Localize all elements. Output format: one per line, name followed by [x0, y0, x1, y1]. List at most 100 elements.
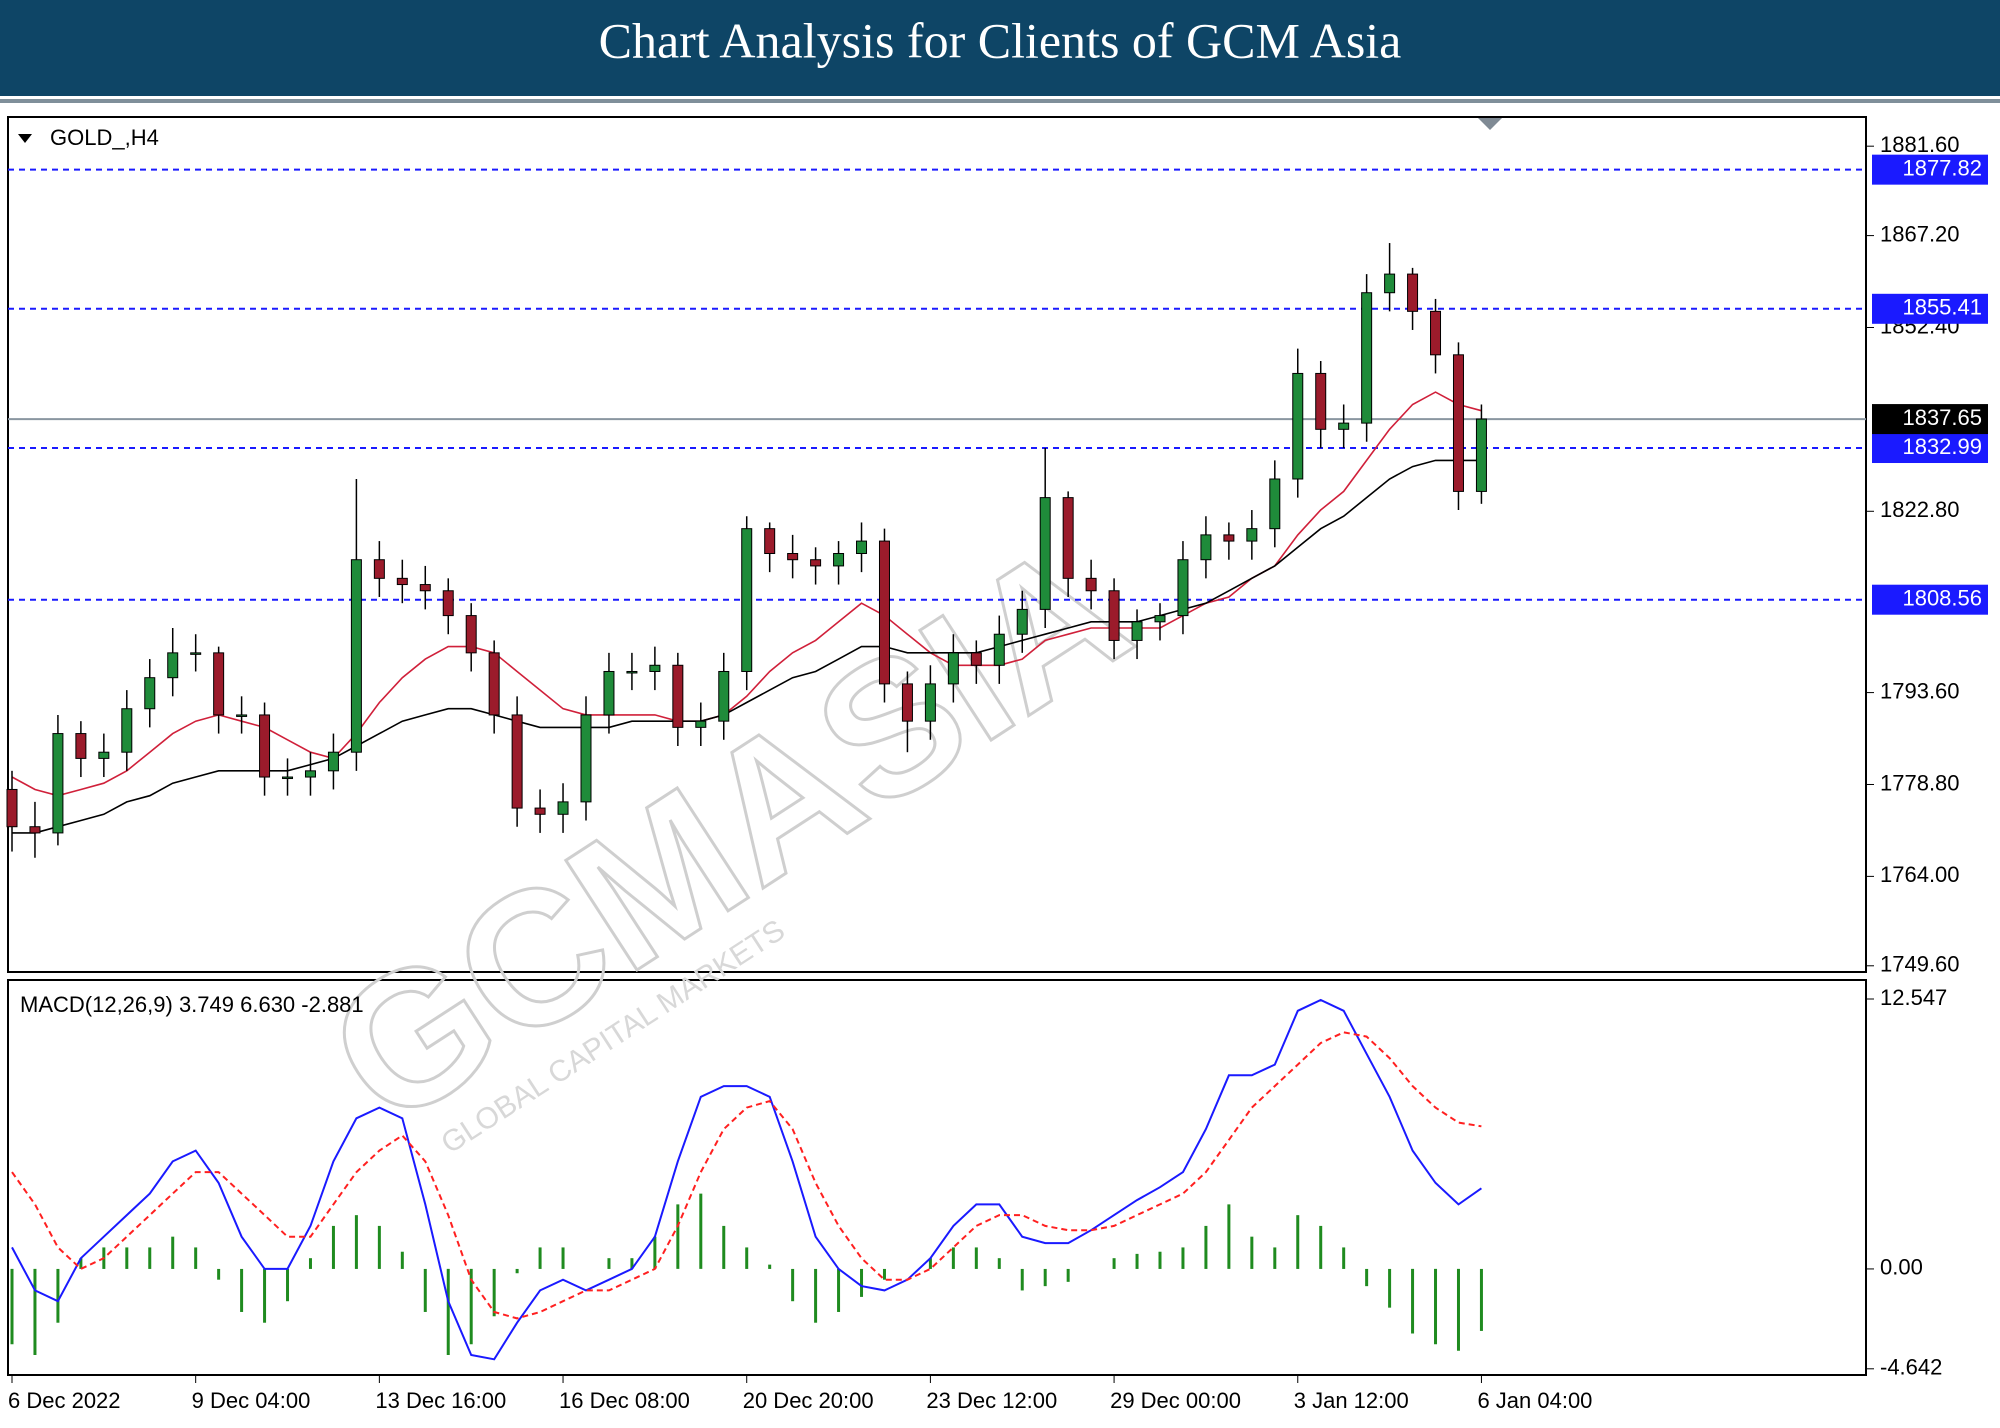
header-rule	[0, 99, 2000, 103]
moving-average	[12, 459, 1482, 834]
candle-body	[878, 540, 890, 685]
candle-body	[1407, 273, 1419, 312]
candle-body	[236, 714, 248, 717]
candle-body	[993, 633, 1005, 666]
candle-body	[29, 826, 41, 834]
candle-body	[259, 714, 271, 778]
candle-body	[350, 559, 362, 753]
macd-line	[11, 998, 1482, 1361]
candle-body	[626, 670, 638, 674]
macd-title: MACD(12,26,9) 3.749 6.630 -2.881	[20, 992, 364, 1017]
x-tick-label: 29 Dec 00:00	[1110, 1388, 1241, 1413]
y-tick-label: 1749.60	[1880, 952, 1960, 977]
current-price-badge	[1872, 404, 1988, 435]
x-tick-label: 9 Dec 04:00	[192, 1388, 311, 1413]
candle-body	[1177, 559, 1189, 617]
candle-body	[419, 584, 431, 592]
level-badge	[1872, 433, 1988, 464]
x-tick-label: 23 Dec 12:00	[926, 1388, 1057, 1413]
candle-body	[1085, 577, 1097, 592]
candle-body	[580, 714, 592, 803]
candle-body	[947, 652, 959, 685]
candle-body	[373, 559, 385, 579]
candle-body	[1315, 372, 1327, 430]
candle-body	[1246, 528, 1258, 542]
candle-body	[1430, 310, 1442, 356]
price-panel	[7, 116, 1867, 973]
x-tick-label: 16 Dec 08:00	[559, 1388, 690, 1413]
candle-body	[1016, 608, 1028, 635]
candle-body	[603, 670, 615, 716]
candle-body	[649, 664, 661, 672]
candle-body	[672, 664, 684, 728]
candle-body	[856, 540, 868, 555]
candle-body	[810, 559, 822, 567]
x-tick-label: 3 Jan 12:00	[1294, 1388, 1409, 1413]
candle-body	[167, 652, 179, 679]
candle-body	[741, 528, 753, 672]
candle-body	[282, 776, 294, 780]
candle-body	[764, 528, 776, 555]
y-tick-label: 0.00	[1880, 1255, 1923, 1280]
candle-body	[1361, 292, 1373, 424]
y-tick-label: 1764.00	[1880, 862, 1960, 887]
candle-body	[6, 788, 18, 828]
candle-body	[1200, 534, 1212, 561]
header-title: Chart Analysis for Clients of GCM Asia	[599, 12, 1402, 68]
x-tick-label: 20 Dec 20:00	[743, 1388, 874, 1413]
candle-body	[465, 615, 477, 654]
candle-body	[787, 553, 799, 561]
candle-body	[1452, 354, 1464, 492]
shift-marker	[1478, 118, 1502, 130]
candle-body	[52, 733, 64, 834]
candle-body	[1131, 621, 1143, 641]
current-price-label: 1837.65	[1902, 405, 1982, 430]
y-tick-label: 1867.20	[1880, 221, 1960, 246]
candle-body	[190, 652, 202, 655]
candle-body	[1269, 478, 1281, 530]
y-tick-label: 1822.80	[1880, 497, 1960, 522]
header-bar	[0, 0, 2000, 96]
candle-body	[213, 652, 225, 716]
candle-body	[1108, 590, 1120, 641]
x-tick-label: 13 Dec 16:00	[375, 1388, 506, 1413]
candle-body	[1292, 372, 1304, 480]
level-label: 1808.56	[1902, 586, 1982, 611]
candle-body	[970, 652, 982, 666]
candle-body	[901, 683, 913, 722]
level-badge	[1872, 584, 1988, 615]
signal-line	[11, 1031, 1482, 1320]
level-badge	[1872, 154, 1988, 185]
candle-body	[75, 733, 87, 759]
candle-body	[396, 577, 408, 586]
candle-body	[121, 708, 133, 753]
candle-body	[718, 670, 730, 722]
candle-body	[304, 770, 316, 778]
candle-body	[488, 652, 500, 716]
symbol-title: GOLD_,H4	[50, 125, 159, 150]
candle-body	[98, 751, 110, 759]
candle-body	[557, 801, 569, 815]
y-tick-label: -4.642	[1880, 1355, 1942, 1380]
y-tick-label: 12.547	[1880, 985, 1947, 1010]
candle-body	[1223, 534, 1235, 542]
level-label: 1877.82	[1902, 155, 1982, 180]
macd-panel	[7, 979, 1867, 1376]
x-tick-label: 6 Dec 2022	[8, 1388, 121, 1413]
candle-body	[144, 677, 156, 710]
symbol-menu-icon	[18, 134, 32, 143]
candle-body	[1154, 615, 1166, 623]
level-label: 1855.41	[1902, 295, 1982, 320]
candle-body	[511, 714, 523, 809]
moving-average	[11, 391, 1482, 797]
y-tick-label: 1881.60	[1880, 132, 1960, 157]
candle-body	[1338, 422, 1350, 430]
candle-body	[833, 553, 845, 567]
candle-body	[327, 751, 339, 772]
candle-body	[1062, 497, 1074, 579]
candle-body	[695, 720, 707, 728]
x-tick-label: 6 Jan 04:00	[1477, 1388, 1592, 1413]
level-label: 1832.99	[1902, 434, 1982, 459]
